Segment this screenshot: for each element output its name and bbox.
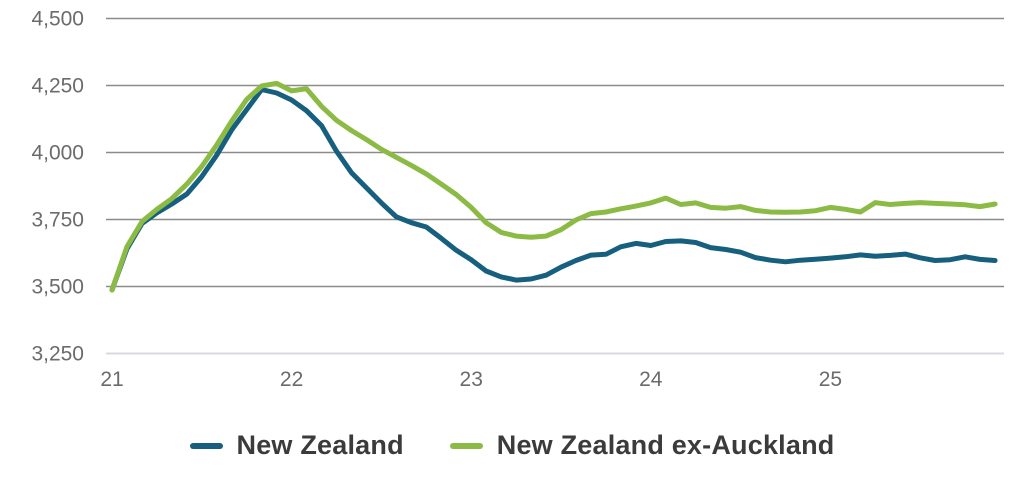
legend-label-new-zealand: New Zealand xyxy=(236,430,404,460)
legend-swatch-nz-ex-auckland xyxy=(449,442,483,449)
x-tick-label: 25 xyxy=(819,368,842,391)
x-tick-label: 21 xyxy=(100,368,123,391)
legend-item-nz-ex-auckland: New Zealand ex-Auckland xyxy=(449,430,835,461)
y-tick-label: 3,250 xyxy=(31,343,84,366)
y-tick-label: 4,500 xyxy=(31,8,84,31)
y-tick-label: 4,250 xyxy=(31,75,84,98)
legend-label-nz-ex-auckland: New Zealand ex-Auckland xyxy=(496,430,835,460)
x-tick-label: 24 xyxy=(639,368,663,391)
y-tick-label: 4,000 xyxy=(31,142,84,165)
x-tick-label: 22 xyxy=(280,368,303,391)
series-line-new-zealand-ex-auckland xyxy=(109,80,998,293)
chart-legend: New Zealand New Zealand ex-Auckland xyxy=(0,430,1024,461)
legend-swatch-new-zealand xyxy=(189,442,223,449)
series-line-new-zealand xyxy=(109,87,998,293)
line-chart-canvas: 3,250 3,500 3,750 4,000 4,250 4,500 21 22 23 24 25 xyxy=(31,8,1004,391)
y-tick-label: 3,500 xyxy=(31,276,84,299)
legend-item-new-zealand: New Zealand xyxy=(189,430,404,461)
y-tick-label: 3,750 xyxy=(31,209,84,232)
x-tick-label: 23 xyxy=(460,368,483,391)
